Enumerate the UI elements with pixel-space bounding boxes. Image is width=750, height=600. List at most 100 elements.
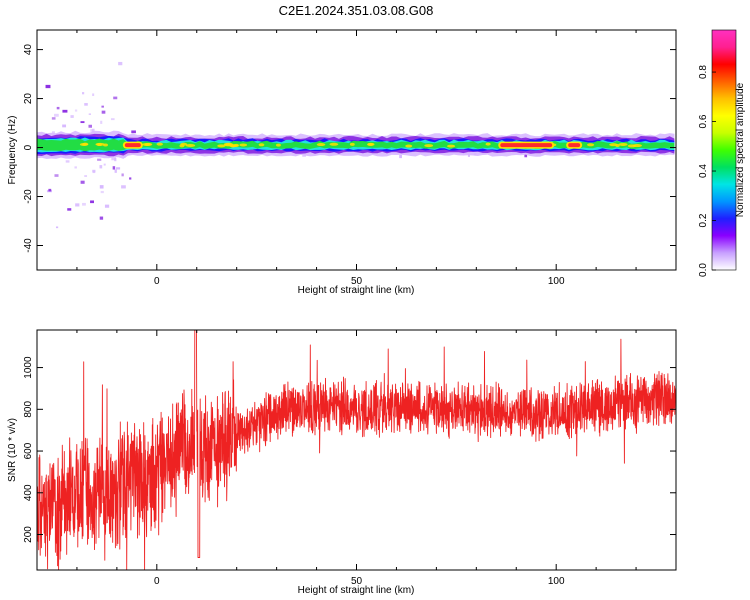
heatmap-x-tick-label: 50 [351, 276, 363, 287]
heatmap-y-tick-label: 0 [23, 144, 34, 150]
heatmap-x-tick-label: 0 [154, 276, 160, 287]
heatmap-speckle [54, 174, 59, 177]
heatmap-speckle [62, 109, 68, 113]
snr-y-ticks: 200 400 600 800 1000 [23, 356, 676, 543]
heatmap-hot-spot [156, 142, 163, 146]
heatmap-speckle [45, 84, 51, 89]
heatmap-peak-core [568, 143, 581, 148]
heatmap-x-label: Height of straight line (km) [298, 285, 415, 296]
heatmap-speckle [101, 110, 106, 114]
heatmap-hot-spot [224, 143, 234, 147]
heatmap-speckle [92, 171, 96, 174]
heatmap-speckle [92, 169, 96, 173]
heatmap-speckle [74, 166, 77, 169]
heatmap-speckle [48, 188, 52, 192]
heatmap-speckle [104, 204, 110, 208]
colorbar-ticks: 0.0 0.2 0.4 0.6 0.8 [698, 65, 716, 277]
heatmap-speckle [100, 190, 104, 194]
heatmap-speckle [75, 203, 80, 207]
snr-y-tick-label: 400 [23, 484, 34, 501]
heatmap-hot-spot [618, 142, 628, 146]
heatmap-speckle [97, 158, 102, 161]
heatmap-y-label: Frequency (Hz) [7, 116, 18, 185]
heatmap-x-tick-label: 100 [548, 276, 565, 287]
snr-x-tick-label: 50 [351, 576, 363, 587]
heatmap-x-ticks: 0 50 100 [36, 30, 677, 287]
colorbar-label: Normalized spectral amplitude [735, 82, 746, 217]
heatmap-speckle [70, 115, 74, 118]
heatmap-speckle [88, 113, 92, 115]
heatmap-hot-spot [609, 143, 618, 147]
snr-x-label: Height of straight line (km) [298, 585, 415, 596]
heatmap-y-tick-label: -40 [23, 238, 34, 253]
heatmap-speckle [88, 124, 92, 128]
heatmap-speckle [90, 129, 94, 132]
heatmap-speckle [90, 200, 94, 204]
heatmap-hot-spot [485, 142, 491, 146]
colorbar-tick-label: 0.8 [698, 65, 709, 79]
heatmap-hot-spot [103, 143, 108, 147]
heatmap-speckle [74, 109, 78, 112]
colorbar-tick-label: 0.4 [698, 164, 709, 178]
heatmap-ridge [37, 61, 675, 229]
colorbar-tick-label: 0.6 [698, 114, 709, 128]
chart-title: C2E1.2024.351.03.08.G08 [279, 3, 434, 18]
heatmap-speckle [100, 120, 103, 124]
snr-x-ticks: 0 50 100 [36, 330, 677, 587]
heatmap-speckle [103, 163, 106, 166]
heatmap-speckle [112, 166, 116, 170]
heatmap-speckle [110, 118, 115, 121]
heatmap-speckle [131, 130, 136, 134]
heatmap-hot-spot [349, 142, 355, 146]
heatmap-peak-core [124, 143, 141, 148]
heatmap-hot-spot [276, 143, 281, 147]
heatmap-speckle [82, 92, 85, 95]
heatmap-speckle [56, 106, 60, 110]
snr-y-tick-label: 200 [23, 526, 34, 543]
heatmap-speckle [82, 202, 86, 206]
heatmap-speckle [62, 124, 67, 128]
snr-panel: 0 50 100 200 400 600 800 1000 Height of straig… [7, 329, 677, 596]
heatmap-hot-spot [217, 144, 226, 148]
colorbar-tick-label: 0.0 [698, 263, 709, 277]
heatmap-speckle [118, 61, 123, 66]
heatmap-hot-spot [405, 144, 413, 148]
heatmap-speckle [121, 173, 124, 177]
heatmap-speckle [99, 216, 104, 220]
heatmap-speckle [92, 128, 95, 132]
heatmap-hot-spot [185, 143, 196, 147]
snr-x-tick-label: 0 [154, 576, 160, 587]
heatmap-speckle [84, 103, 88, 106]
heatmap-speckle [84, 175, 88, 177]
heatmap-speckle [524, 153, 528, 158]
heatmap-panel: 0 50 100 -40 -20 0 20 40 Height of straight li… [7, 29, 677, 296]
snr-y-tick-label: 800 [23, 401, 34, 418]
heatmap-hot-spot [447, 144, 456, 148]
heatmap-speckle [114, 169, 117, 173]
heatmap-speckle [51, 131, 55, 134]
colorbar: 0.0 0.2 0.4 0.6 0.8 Normalized spectral ampl… [698, 29, 746, 277]
heatmap-hot-spot [258, 143, 265, 147]
heatmap-y-tick-label: -20 [23, 189, 34, 204]
heatmap-speckle [55, 226, 59, 229]
heatmap-speckle [129, 177, 132, 180]
heatmap-hot-spot [82, 142, 89, 146]
heatmap-speckle [65, 160, 70, 163]
heatmap-speckle [121, 185, 126, 189]
heatmap-speckle [114, 157, 117, 162]
snr-x-tick-label: 100 [548, 576, 565, 587]
heatmap-speckle [80, 121, 85, 124]
heatmap-hot-spot [239, 143, 248, 147]
heatmap-y-ticks: -40 -20 0 20 40 [23, 44, 676, 253]
heatmap-speckle [54, 113, 59, 117]
heatmap-peak-core [500, 143, 553, 148]
heatmap-y-tick-label: 40 [23, 44, 34, 56]
snr-y-tick-label: 600 [23, 442, 34, 459]
heatmap-hot-spot [96, 143, 103, 147]
heatmap-speckle [111, 157, 116, 161]
heatmap-speckle [399, 154, 402, 159]
heatmap-speckle [51, 117, 56, 120]
heatmap-hot-spot [367, 142, 375, 146]
heatmap-hot-spot [316, 143, 326, 147]
